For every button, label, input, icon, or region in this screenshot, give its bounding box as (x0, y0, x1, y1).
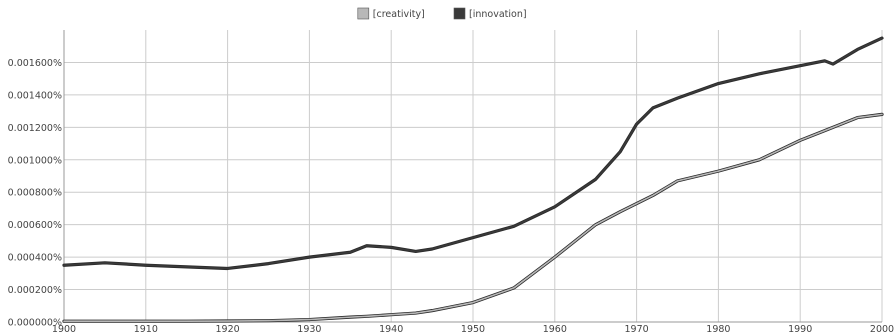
legend: [creativity] [innovation] (357, 7, 527, 20)
y-tick-label: 0.001000% (8, 155, 62, 166)
series-1-point (227, 268, 228, 269)
y-tick-label: 0.001200% (8, 123, 62, 134)
legend-swatch (357, 7, 370, 20)
y-tick-label: 0.000000% (8, 318, 62, 329)
series-0-point (652, 195, 653, 196)
y-tick-label: 0.000600% (8, 220, 62, 231)
x-tick-label: 1990 (788, 324, 812, 334)
series-0-point (513, 287, 514, 288)
series-0-point (472, 302, 473, 303)
y-tick-label: 0.000400% (8, 253, 62, 264)
series-0-point (824, 130, 825, 131)
series-0-point (832, 127, 833, 128)
x-tick-label: 1940 (379, 324, 403, 334)
series-0-point (677, 180, 678, 181)
x-tick-label: 1950 (461, 324, 485, 334)
series-line-0 (63, 113, 883, 322)
series-1-point (841, 59, 842, 60)
series-1-point (824, 60, 825, 61)
series-1-point (595, 179, 596, 180)
series-0-point (432, 310, 433, 311)
legend-label: [creativity] (373, 9, 425, 20)
series-0-point (857, 117, 858, 118)
x-tick-label: 1970 (625, 324, 649, 334)
x-tick-label: 1920 (216, 324, 240, 334)
series-layer (62, 36, 884, 323)
series-1-point (366, 245, 367, 246)
series-0-point (800, 140, 801, 141)
series-1-point (832, 63, 833, 64)
series-1-point (718, 83, 719, 84)
series-0-point (391, 314, 392, 315)
series-1-point (104, 262, 105, 263)
series-1-point (554, 206, 555, 207)
series-1-point (186, 266, 187, 267)
series-0-point (350, 317, 351, 318)
series-1-point (268, 263, 269, 264)
series-1-point (759, 73, 760, 74)
series-0-point (759, 159, 760, 160)
legend-swatch (453, 7, 466, 20)
legend-label: [innovation] (469, 9, 527, 20)
series-0-point (415, 312, 416, 313)
x-tick-label: 1910 (134, 324, 158, 334)
x-tick-label: 1900 (52, 324, 76, 334)
series-1-point (309, 257, 310, 258)
legend-item[interactable]: [innovation] (453, 7, 527, 20)
x-tick-label: 1980 (706, 324, 730, 334)
series-1-point (677, 98, 678, 99)
series-0-point (841, 123, 842, 124)
series-0-point (63, 321, 64, 322)
series-0-point (718, 171, 719, 172)
series-1-point (415, 251, 416, 252)
x-tick-label: 1930 (297, 324, 321, 334)
series-0-point (554, 257, 555, 258)
series-1-point (432, 248, 433, 249)
series-0-point (366, 316, 367, 317)
series-0-point (186, 321, 187, 322)
y-tick-label: 0.000800% (8, 188, 62, 199)
series-0-point (227, 320, 228, 321)
series-1-point (800, 65, 801, 66)
series-1-point (145, 265, 146, 266)
tick-labels: 1900 1910 1920 1930 1940 1950 1960 1970 1980 1990… (8, 58, 894, 334)
series-0-point (104, 321, 105, 322)
series-1-point (881, 38, 882, 39)
series-1-point (350, 252, 351, 253)
series-1-point (472, 237, 473, 238)
series-0-point (268, 320, 269, 321)
series-1-point (63, 265, 64, 266)
series-1-point (652, 107, 653, 108)
x-tick-label: 1960 (543, 324, 567, 334)
series-1-point (620, 151, 621, 152)
series-0-point (620, 211, 621, 212)
series-1-point (857, 49, 858, 50)
series-0-point (145, 321, 146, 322)
y-tick-label: 0.001400% (8, 90, 62, 101)
series-0-point (881, 114, 882, 115)
legend-item[interactable]: [creativity] (357, 7, 425, 20)
series-0-point (595, 224, 596, 225)
series-0-point (636, 203, 637, 204)
series-0-point (309, 319, 310, 320)
y-tick-label: 0.001600% (8, 58, 62, 69)
series-1-point (636, 123, 637, 124)
series-line-1 (63, 37, 883, 270)
y-tick-label: 0.000200% (8, 285, 62, 296)
series-1-point (513, 226, 514, 227)
series-1-point (391, 247, 392, 248)
x-tick-label: 2000 (870, 324, 894, 334)
